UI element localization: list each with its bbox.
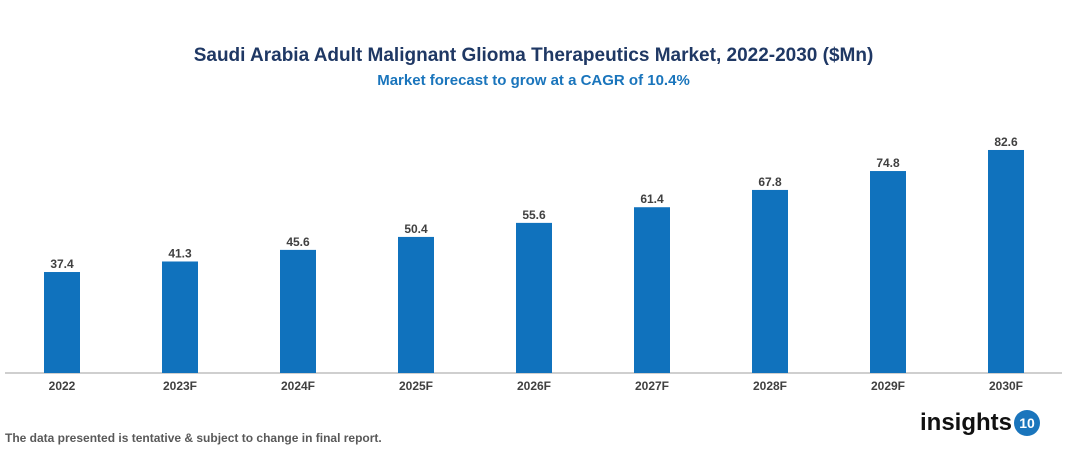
chart-title: Saudi Arabia Adult Malignant Glioma Ther…: [193, 45, 874, 66]
data-label: 61.4: [640, 192, 664, 206]
data-label: 55.6: [522, 208, 546, 222]
bar-2028F: [752, 189, 788, 373]
logo-badge: 10: [1014, 410, 1041, 436]
footer-note: The data presented is tentative & subjec…: [5, 431, 382, 445]
data-label: 50.4: [404, 222, 428, 236]
bar-2022: [44, 272, 80, 373]
logo-text: insights: [920, 409, 1013, 436]
data-label: 45.6: [286, 235, 310, 249]
data-label: 41.3: [168, 246, 192, 260]
x-tick-label: 2029F: [871, 379, 905, 393]
x-tick-label: 2026F: [517, 379, 551, 393]
bar-2029F: [870, 171, 906, 373]
insights10-logo: insights 10: [920, 409, 1041, 437]
x-tick-label: 2023F: [163, 379, 197, 393]
data-label: 67.8: [758, 175, 782, 189]
bar-2027F: [634, 207, 670, 373]
x-tick-label: 2025F: [399, 379, 433, 393]
chart-subtitle: Market forecast to grow at a CAGR of 10.…: [377, 72, 690, 89]
bar-2030F: [988, 149, 1024, 373]
data-label: 74.8: [876, 156, 900, 170]
x-tick-label: 2030F: [989, 379, 1023, 393]
x-tick-label: 2022: [49, 379, 76, 393]
bar-2026F: [516, 222, 552, 373]
x-tick-label: 2028F: [753, 379, 787, 393]
data-label: 37.4: [50, 257, 74, 271]
data-label: 82.6: [994, 135, 1018, 149]
bar-2023F: [162, 261, 198, 373]
x-tick-label: 2024F: [281, 379, 315, 393]
x-tick-label: 2027F: [635, 379, 669, 393]
bar-2024F: [280, 249, 316, 373]
bar-2025F: [398, 236, 434, 373]
